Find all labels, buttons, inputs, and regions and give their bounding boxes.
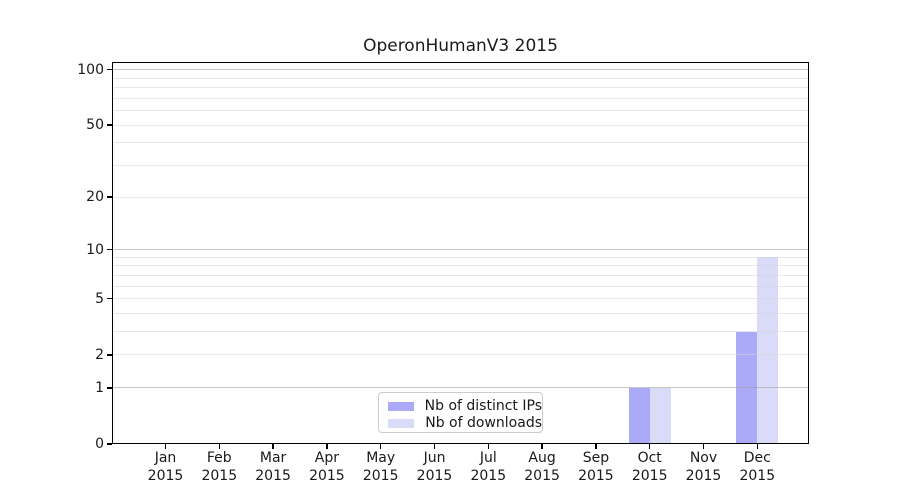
x-tick-mark (272, 444, 274, 449)
x-tick-label: May 2015 (362, 450, 399, 484)
y-tick-label: 20 (86, 189, 104, 206)
x-tick-label: Oct 2015 (631, 450, 668, 484)
x-tick-mark (326, 444, 328, 449)
y-tick-label: 10 (86, 241, 104, 258)
x-tick-mark (164, 444, 167, 449)
y-tick-mark (107, 68, 112, 71)
x-tick-label: Feb 2015 (201, 450, 238, 484)
legend-item-downloads: Nb of downloads (388, 415, 542, 432)
y-tick-mark (107, 124, 112, 126)
x-tick-mark (702, 444, 705, 449)
bar-downloads (649, 387, 671, 444)
x-tick-mark (379, 444, 382, 449)
bar-distinct-ips (736, 331, 758, 444)
legend-label-distinct-ips: Nb of distinct IPs (424, 398, 542, 414)
x-tick-label: Aug 2015 (524, 450, 560, 484)
y-tick-mark (107, 248, 112, 251)
x-tick-mark (648, 444, 651, 449)
bar-downloads (757, 257, 779, 444)
x-tick-mark (595, 444, 597, 449)
chart-title: OperonHumanV3 2015 (363, 36, 558, 56)
x-tick-label: Jun 2015 (416, 450, 453, 484)
y-tick-mark (107, 196, 112, 198)
y-tick-label: 0 (95, 436, 104, 452)
y-tick-label: 1 (95, 379, 104, 396)
y-tick-mark (107, 443, 112, 445)
x-tick-mark (218, 444, 221, 449)
x-tick-label: Nov 2015 (685, 450, 722, 484)
x-tick-label: Sep 2015 (578, 450, 614, 484)
y-tick-mark (107, 297, 112, 300)
x-tick-label: Dec 2015 (739, 450, 776, 484)
legend-swatch-distinct-ips-icon (388, 402, 414, 411)
y-tick-mark (107, 386, 112, 389)
x-tick-mark (433, 444, 436, 449)
x-tick-label: Jan 2015 (147, 450, 184, 484)
plot-area (112, 62, 809, 444)
bar-distinct-ips (628, 387, 650, 444)
x-tick-mark (541, 444, 543, 449)
x-tick-mark (487, 444, 490, 449)
legend-item-distinct-ips: Nb of distinct IPs (388, 398, 542, 415)
y-tick-mark (107, 354, 112, 356)
x-tick-label: Mar 2015 (255, 450, 291, 484)
bars (112, 62, 809, 444)
x-tick-label: Apr 2015 (309, 450, 345, 484)
y-tick-label: 5 (95, 290, 104, 307)
x-tick-label: Jul 2015 (470, 450, 507, 484)
legend-label-downloads: Nb of downloads (425, 415, 542, 431)
legend: Nb of distinct IPs Nb of downloads (378, 392, 543, 433)
y-tick-label: 50 (86, 117, 104, 134)
legend-swatch-downloads-icon (388, 419, 415, 428)
y-tick-label: 2 (95, 346, 104, 363)
x-tick-mark (756, 444, 759, 449)
y-tick-label: 100 (77, 61, 104, 78)
